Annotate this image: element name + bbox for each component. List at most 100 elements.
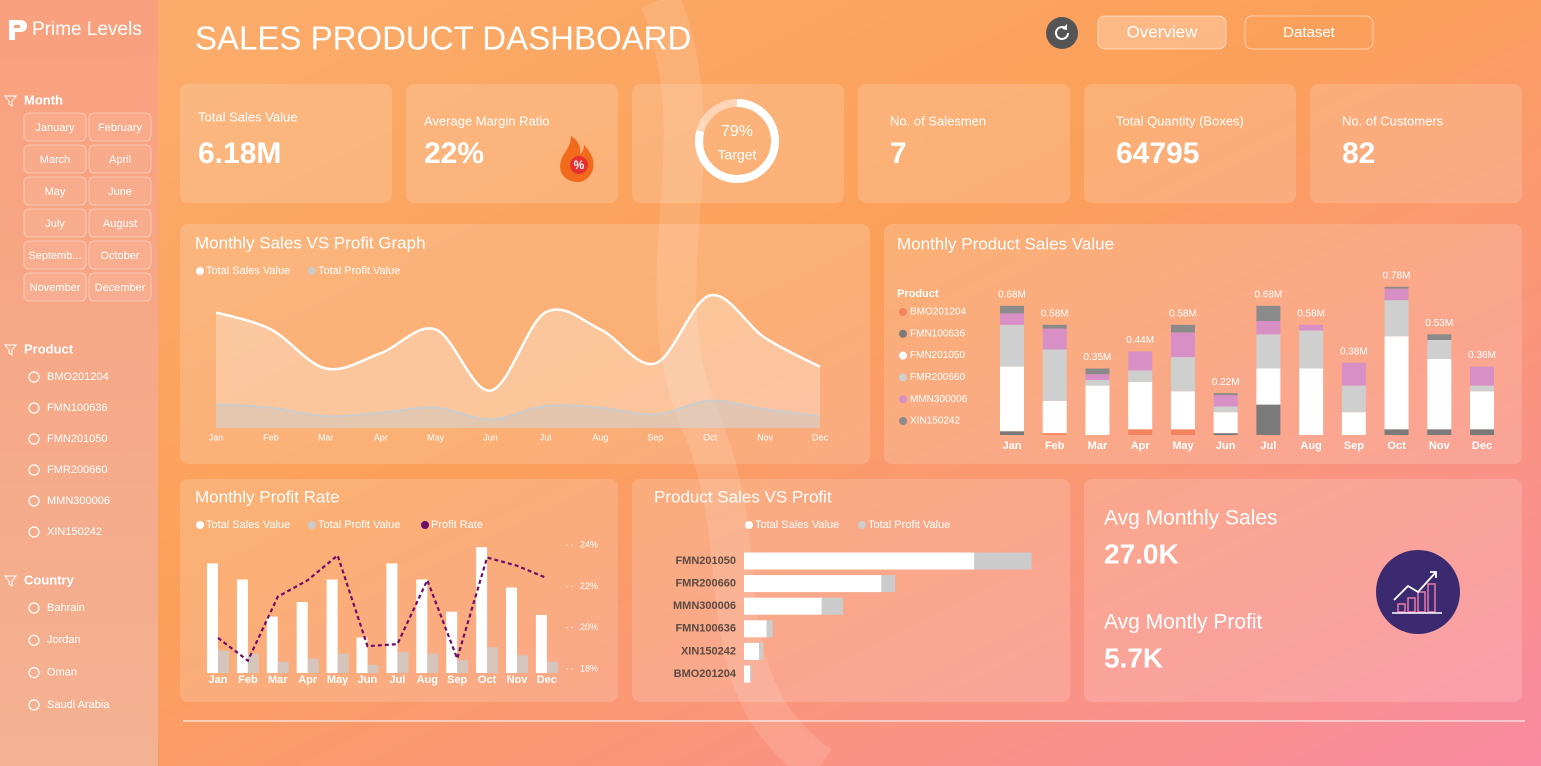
bar-segment bbox=[1256, 404, 1281, 435]
filter-option[interactable]: Bahrain bbox=[47, 602, 85, 614]
radio-button[interactable] bbox=[28, 464, 40, 476]
month-option[interactable]: August bbox=[103, 218, 137, 230]
radio-button[interactable] bbox=[28, 402, 40, 414]
gauge-value: 79% bbox=[721, 123, 753, 140]
bar bbox=[427, 653, 439, 673]
month-button[interactable] bbox=[23, 272, 87, 302]
filter-option[interactable]: Saudi Arabia bbox=[47, 699, 110, 711]
bar-segment bbox=[1085, 368, 1110, 375]
bar bbox=[367, 664, 379, 673]
month-option[interactable]: October bbox=[100, 250, 139, 262]
x-tick-label: Mar bbox=[268, 674, 288, 686]
month-button[interactable] bbox=[88, 144, 152, 174]
x-tick-label: Dec bbox=[537, 674, 557, 686]
bar-segment bbox=[1427, 359, 1452, 430]
x-tick-label: Jan bbox=[209, 674, 228, 686]
bar-segment bbox=[1042, 400, 1067, 434]
nav-button[interactable] bbox=[1244, 15, 1374, 50]
month-option[interactable]: July bbox=[45, 218, 65, 230]
total-label: 0.53M bbox=[1425, 318, 1453, 329]
filter-option[interactable]: FMN100636 bbox=[47, 402, 108, 414]
filter-option[interactable]: Jordan bbox=[47, 634, 81, 646]
nav-button[interactable] bbox=[1097, 15, 1227, 50]
icon-bar bbox=[1407, 597, 1416, 613]
month-option[interactable]: April bbox=[109, 154, 131, 166]
bar-segment bbox=[1000, 431, 1024, 435]
icon-bar bbox=[1397, 603, 1406, 613]
filter-option[interactable]: FMR200660 bbox=[47, 464, 108, 476]
month-option[interactable]: January bbox=[35, 122, 75, 134]
bar bbox=[236, 579, 248, 673]
filter-option[interactable]: Oman bbox=[47, 667, 77, 679]
legend-label: FMN100636 bbox=[910, 328, 965, 339]
bar-segment bbox=[1213, 395, 1238, 407]
bar-segment bbox=[1256, 305, 1281, 321]
month-option[interactable]: February bbox=[98, 122, 143, 134]
kpi-value: 64795 bbox=[1116, 137, 1199, 170]
filter-option[interactable]: MMN300006 bbox=[47, 495, 110, 507]
month-button[interactable] bbox=[88, 208, 152, 238]
bar-segment bbox=[1384, 288, 1409, 301]
legend-marker bbox=[899, 395, 907, 404]
x-tick-label: Apr bbox=[1131, 440, 1151, 452]
x-tick-label: Oct bbox=[478, 674, 497, 686]
bar bbox=[307, 658, 319, 673]
bar bbox=[744, 665, 751, 683]
filter-option[interactable]: XIN150242 bbox=[47, 526, 102, 538]
month-option[interactable]: Septemb... bbox=[28, 250, 81, 262]
y2-tick-label: 24% bbox=[580, 540, 598, 550]
month-option[interactable]: December bbox=[95, 282, 146, 294]
kpi-label: No. of Customers bbox=[1342, 113, 1444, 128]
x-tick-label: May bbox=[427, 432, 445, 442]
summary-value: 27.0K bbox=[1104, 538, 1179, 569]
bar-segment bbox=[1341, 412, 1366, 435]
month-button[interactable] bbox=[23, 208, 87, 238]
month-option[interactable]: June bbox=[108, 186, 132, 198]
radio-button[interactable] bbox=[28, 666, 40, 679]
month-button[interactable] bbox=[88, 240, 152, 270]
filter-option[interactable]: BMO201204 bbox=[47, 371, 109, 383]
radio-button[interactable] bbox=[28, 634, 40, 646]
radio-button[interactable] bbox=[28, 433, 40, 445]
reset-button[interactable] bbox=[1046, 17, 1078, 49]
month-button[interactable] bbox=[23, 112, 87, 142]
radio-button[interactable] bbox=[28, 526, 40, 538]
card bbox=[858, 84, 1070, 203]
month-option[interactable]: March bbox=[40, 154, 71, 166]
month-button[interactable] bbox=[88, 176, 152, 206]
bar-segment bbox=[1128, 370, 1153, 382]
month-button[interactable] bbox=[88, 112, 152, 142]
x-tick-label: Nov bbox=[1429, 440, 1451, 452]
month-button[interactable] bbox=[23, 144, 87, 174]
x-tick-label: Jul bbox=[389, 674, 405, 686]
kpi-value: 82 bbox=[1342, 137, 1375, 170]
bar-segment bbox=[1256, 368, 1281, 405]
bar-segment bbox=[1470, 366, 1495, 386]
x-tick-label: Oct bbox=[703, 432, 718, 442]
legend-marker bbox=[196, 267, 204, 275]
legend-marker bbox=[858, 521, 866, 529]
radio-button[interactable] bbox=[28, 602, 40, 614]
bar-segment bbox=[1470, 429, 1495, 435]
legend-label: Profit Rate bbox=[431, 519, 483, 531]
month-button[interactable] bbox=[23, 176, 87, 206]
bar bbox=[766, 620, 773, 638]
radio-button[interactable] bbox=[28, 495, 40, 507]
card bbox=[180, 84, 392, 203]
month-option[interactable]: November bbox=[30, 282, 81, 294]
total-label: 0.58M bbox=[1041, 308, 1069, 319]
y2-tick-label: 22% bbox=[580, 581, 598, 591]
month-button[interactable] bbox=[88, 272, 152, 302]
legend-label: MMN300006 bbox=[910, 394, 968, 405]
filter-option[interactable]: FMN201050 bbox=[47, 433, 108, 445]
month-button[interactable] bbox=[23, 240, 87, 270]
nav-label[interactable]: Dataset bbox=[1283, 24, 1336, 41]
radio-button[interactable] bbox=[28, 699, 40, 711]
x-tick-label: Aug bbox=[417, 674, 438, 686]
legend-marker bbox=[308, 267, 316, 275]
month-option[interactable]: May bbox=[45, 186, 66, 198]
filter-icon bbox=[3, 95, 18, 107]
radio-button[interactable] bbox=[28, 371, 40, 383]
nav-label[interactable]: Overview bbox=[1127, 22, 1199, 41]
bar-segment bbox=[1427, 340, 1452, 359]
